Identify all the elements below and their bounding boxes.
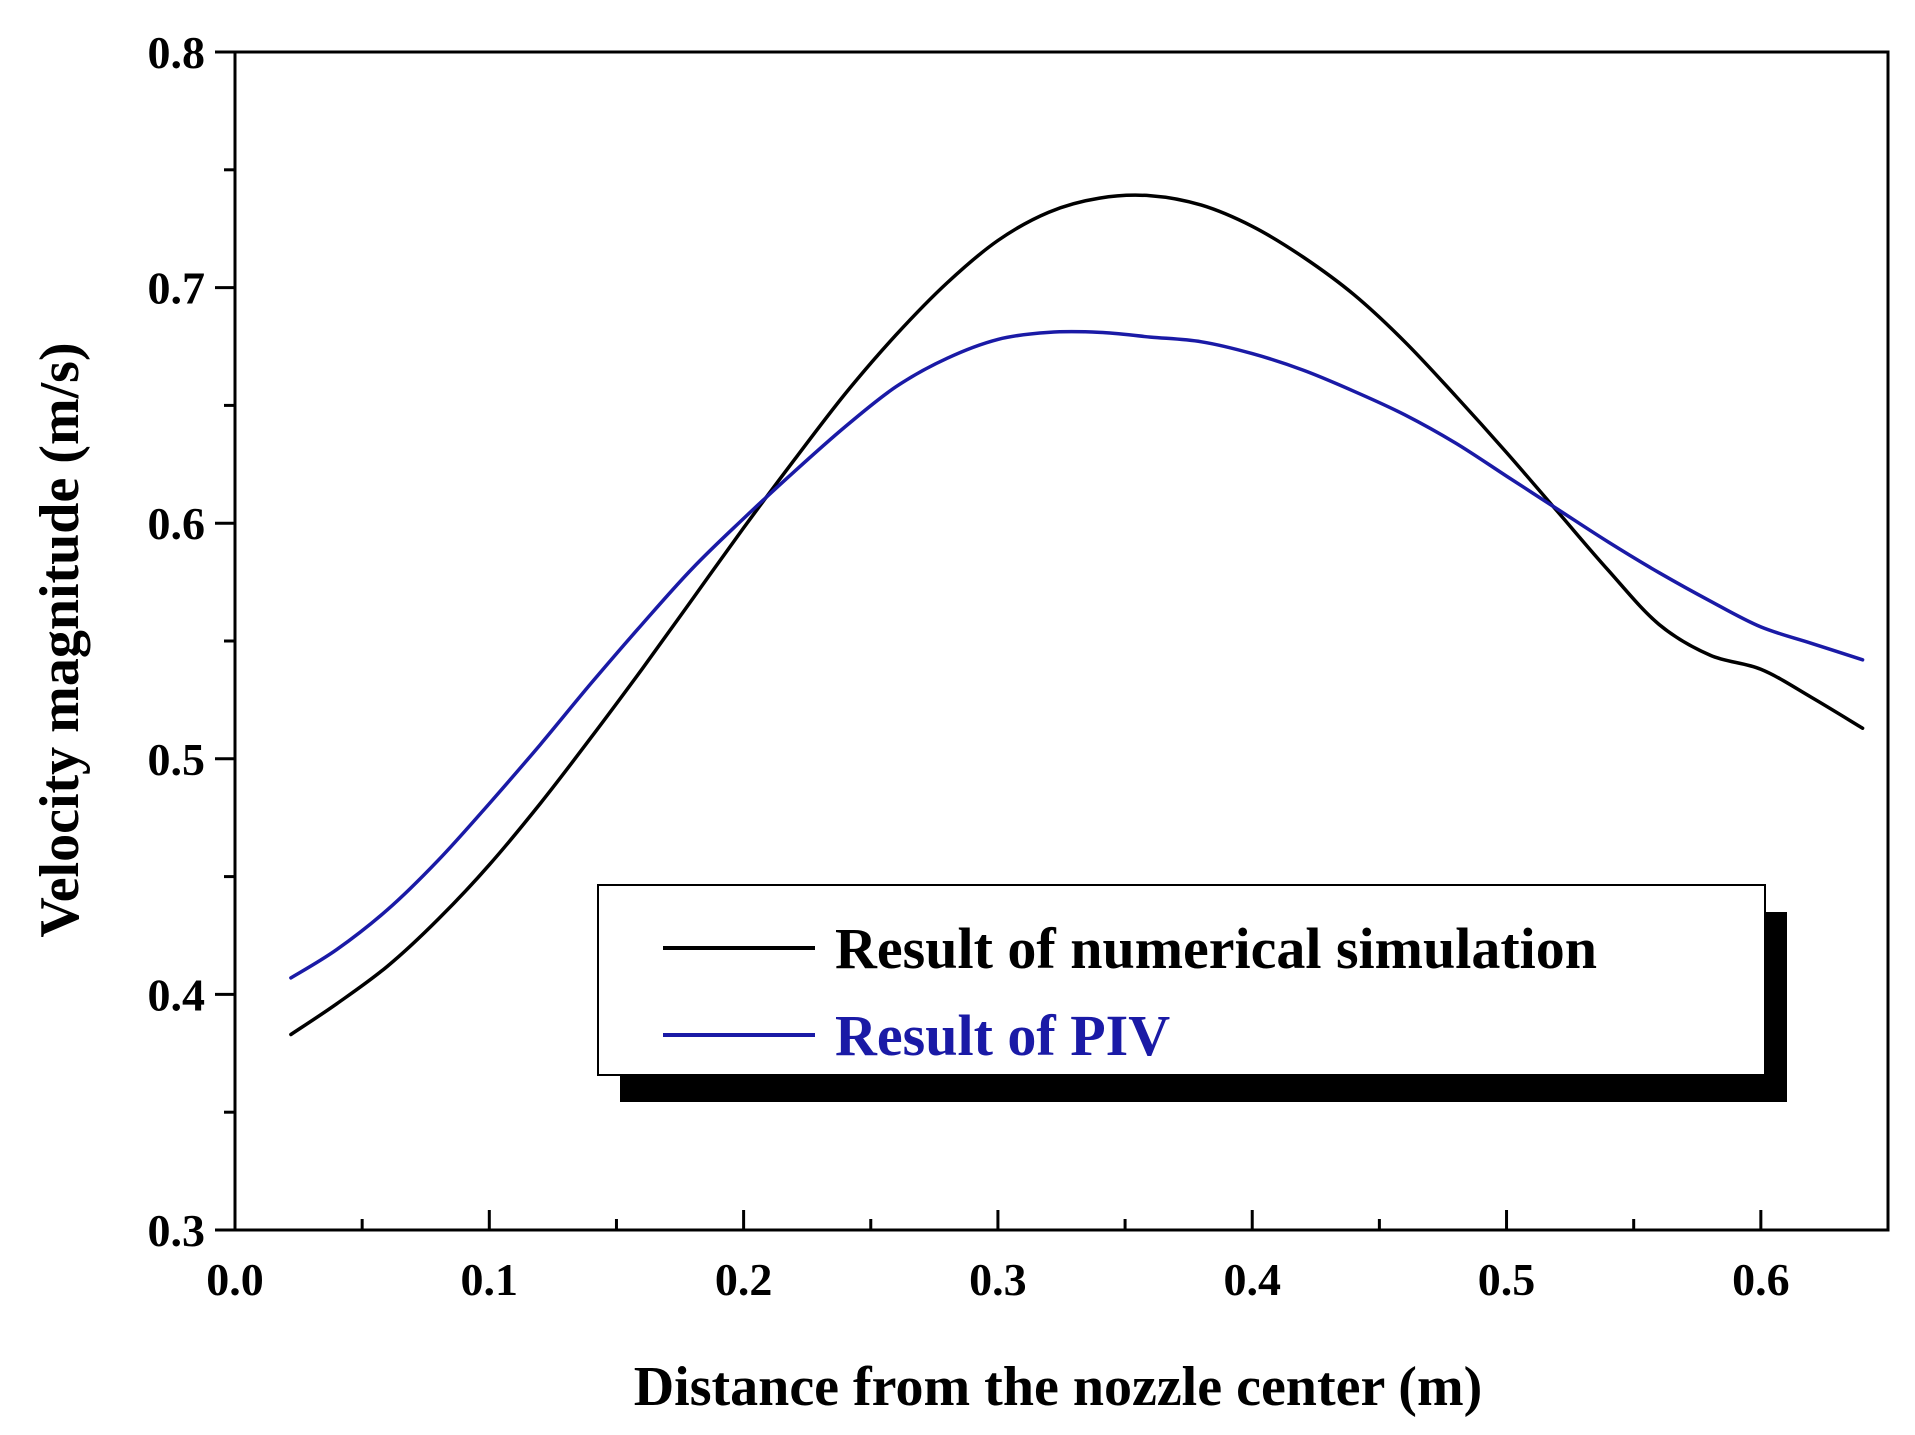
y-tick-label: 0.6 bbox=[148, 498, 206, 549]
tick-labels: 0.0 0.1 0.2 0.3 0.4 0.5 0.6 0.3 0.4 0.5 0.6 0.7 0.8 bbox=[148, 27, 1790, 1305]
y-tick-label: 0.5 bbox=[148, 734, 206, 785]
y-tick-label: 0.7 bbox=[148, 263, 206, 314]
series-line-numerical bbox=[289, 193, 1865, 1037]
x-tick-label: 0.6 bbox=[1732, 1254, 1790, 1305]
legend-label-numerical: Result of numerical simulation bbox=[835, 916, 1597, 981]
series-line-piv bbox=[289, 329, 1865, 980]
axes bbox=[215, 50, 1890, 1232]
x-tick-label: 0.2 bbox=[715, 1254, 773, 1305]
y-tick-label: 0.8 bbox=[148, 27, 206, 78]
x-tick-label: 0.0 bbox=[206, 1254, 264, 1305]
legend-label-piv: Result of PIV bbox=[835, 1003, 1170, 1068]
x-tick-label: 0.5 bbox=[1478, 1254, 1536, 1305]
y-tick-label: 0.3 bbox=[148, 1205, 206, 1256]
x-axis-title: Distance from the nozzle center (m) bbox=[634, 1356, 1483, 1418]
x-tick-label: 0.1 bbox=[461, 1254, 519, 1305]
y-tick-label: 0.4 bbox=[148, 969, 206, 1020]
plot-area bbox=[289, 193, 1865, 1037]
y-axis-title: Velocity magnitude (m/s) bbox=[29, 342, 91, 937]
x-tick-label: 0.4 bbox=[1223, 1254, 1281, 1305]
x-tick-label: 0.3 bbox=[969, 1254, 1027, 1305]
legend: Result of numerical simulation Result of… bbox=[597, 884, 1787, 1102]
legend-box bbox=[597, 884, 1766, 1076]
